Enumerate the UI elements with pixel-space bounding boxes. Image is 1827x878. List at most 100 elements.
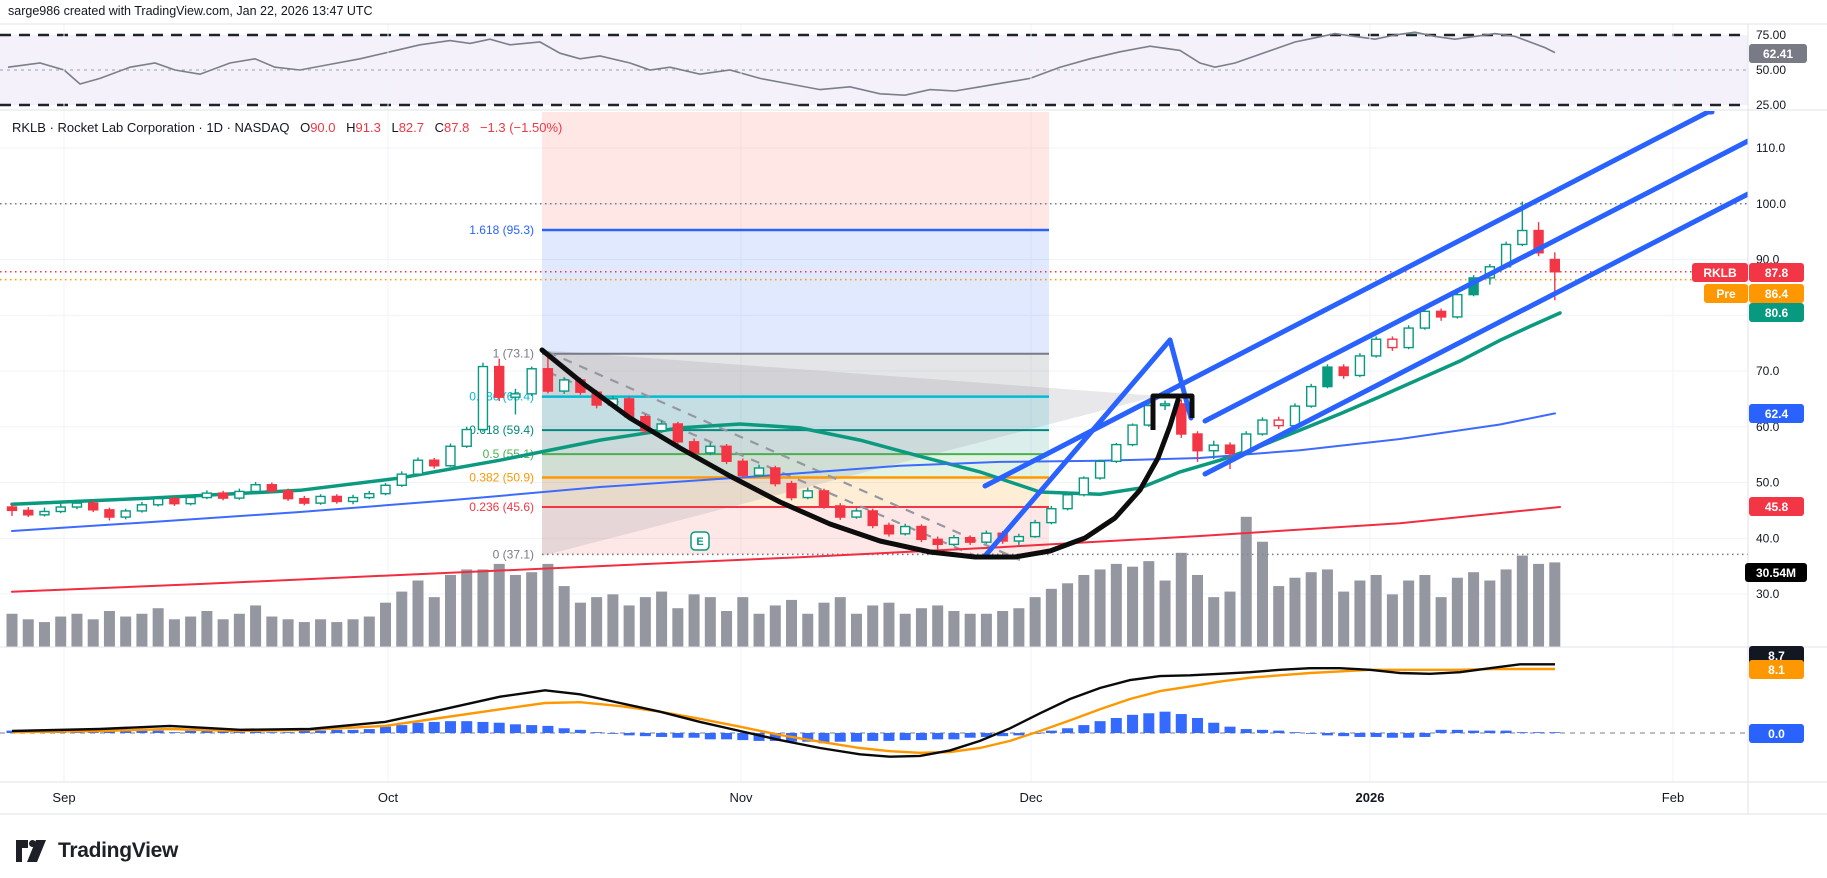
flag-pole[interactable] xyxy=(982,337,1173,559)
volume-bar xyxy=(591,597,603,647)
volume-bar xyxy=(1208,597,1220,647)
tradingview-logo-icon xyxy=(16,840,46,862)
rsi-axis-label: 25.00 xyxy=(1756,98,1786,112)
price-axis[interactable]: 110.0100.090.070.060.050.040.030.075.005… xyxy=(1692,28,1807,743)
flag-drop[interactable] xyxy=(1167,337,1194,421)
candle xyxy=(753,464,765,477)
volume-bar xyxy=(883,602,895,647)
volume-bar xyxy=(1224,591,1236,647)
candle xyxy=(429,457,440,469)
channel-upper[interactable] xyxy=(982,111,1715,489)
close-label: C xyxy=(434,120,445,135)
volume-bar xyxy=(802,613,814,647)
candle xyxy=(6,503,18,516)
macd-hist-bar xyxy=(266,732,278,734)
candle xyxy=(1435,308,1447,321)
volume-bar xyxy=(1533,563,1545,647)
candle xyxy=(737,458,748,479)
macd-hist-bar xyxy=(396,725,408,733)
candle xyxy=(1046,505,1057,525)
channel-lower[interactable] xyxy=(1202,191,1748,477)
candle xyxy=(1354,353,1366,378)
fib-label: 1 (73.1) xyxy=(493,347,534,361)
volume-bar xyxy=(493,563,505,647)
badge-value: 45.8 xyxy=(1765,500,1789,514)
volume-bar xyxy=(1419,574,1431,647)
macd-hist-bar xyxy=(1419,733,1431,737)
volume-bar xyxy=(1468,572,1480,647)
macd-hist-bar xyxy=(1159,711,1171,733)
candle xyxy=(71,499,83,510)
macd-hist-bar xyxy=(1208,722,1220,733)
change-value: −1.3 (−1.50%) xyxy=(479,120,563,135)
candle xyxy=(705,442,716,456)
candle xyxy=(851,508,862,519)
volume-bar xyxy=(899,613,911,647)
volume-bar xyxy=(1143,561,1155,647)
volume-bar xyxy=(558,586,570,647)
candle xyxy=(412,457,424,476)
macd-hist-bar xyxy=(331,729,343,733)
macd-hist-bar xyxy=(542,725,554,733)
macd-hist-bar xyxy=(493,722,505,733)
macd-hist-bar xyxy=(298,730,310,733)
candle xyxy=(461,426,472,448)
badge-value: 80.6 xyxy=(1765,306,1789,320)
badge-label: RKLB xyxy=(1703,266,1737,280)
volume-bar xyxy=(1110,563,1122,647)
macd-hist-bar xyxy=(558,728,570,733)
volume-bar xyxy=(915,608,927,647)
macd-hist-bar xyxy=(721,733,733,740)
volume-bar xyxy=(948,610,960,647)
volume-bar xyxy=(380,602,392,647)
axis-badge-symbol-last: RKLB 87.8 xyxy=(1692,263,1804,282)
macd-hist-bar xyxy=(1338,733,1350,737)
macd-hist-bar xyxy=(1305,733,1317,734)
high-value: 91.3 xyxy=(355,120,381,135)
candle xyxy=(1338,364,1349,379)
tradingview-footer[interactable]: TradingView xyxy=(16,838,178,864)
volume-bar xyxy=(980,613,992,647)
volume-bar xyxy=(1338,591,1350,647)
symbol-title[interactable]: RKLB · Rocket Lab Corporation · 1D · NAS… xyxy=(12,120,290,135)
rsi-axis-label: 50.00 xyxy=(1756,63,1786,77)
macd-hist-bar xyxy=(444,721,456,733)
macd-hist-bar xyxy=(1321,733,1333,736)
macd-hist-bar xyxy=(1143,713,1155,733)
time-axis-label-Nov: Nov xyxy=(729,790,753,805)
volume-bar xyxy=(932,605,944,647)
candle xyxy=(55,503,66,514)
volume-bar xyxy=(818,602,830,647)
macd-hist-bar xyxy=(380,726,392,733)
macd-hist-bar xyxy=(201,729,213,733)
high-label: H xyxy=(346,120,356,135)
badge-label: Pre xyxy=(1716,287,1736,301)
volume-bar xyxy=(1435,597,1447,647)
candle xyxy=(1192,431,1203,462)
badge-value: 8.1 xyxy=(1768,663,1785,677)
volume-bar xyxy=(136,613,148,647)
time-axis[interactable]: Sep Oct Nov Dec 2026 Feb xyxy=(52,790,1684,805)
low-label: L xyxy=(391,120,399,135)
macd-hist-bar xyxy=(1192,717,1204,733)
volume-bar xyxy=(444,574,456,647)
axis-badge-rsi-value: 62.41 xyxy=(1749,44,1807,63)
candle xyxy=(477,362,489,432)
handle-bracket[interactable] xyxy=(1150,393,1195,430)
time-axis-label-Dec: Dec xyxy=(1019,790,1043,805)
candle xyxy=(1127,423,1138,447)
price-axis-label: 60.0 xyxy=(1756,420,1780,434)
volume-bar xyxy=(834,597,846,647)
candle xyxy=(867,508,878,529)
fib-label: 0 (37.1) xyxy=(493,547,534,561)
cup-curve[interactable] xyxy=(539,347,1181,560)
volume-bar xyxy=(1289,577,1301,647)
macd-hist-bar xyxy=(1354,733,1366,737)
candle xyxy=(217,490,229,501)
candle xyxy=(1029,519,1041,538)
channel-middle[interactable] xyxy=(1202,138,1748,424)
trend-drawings[interactable] xyxy=(539,111,1748,560)
earnings-icon[interactable]: E xyxy=(690,531,710,551)
